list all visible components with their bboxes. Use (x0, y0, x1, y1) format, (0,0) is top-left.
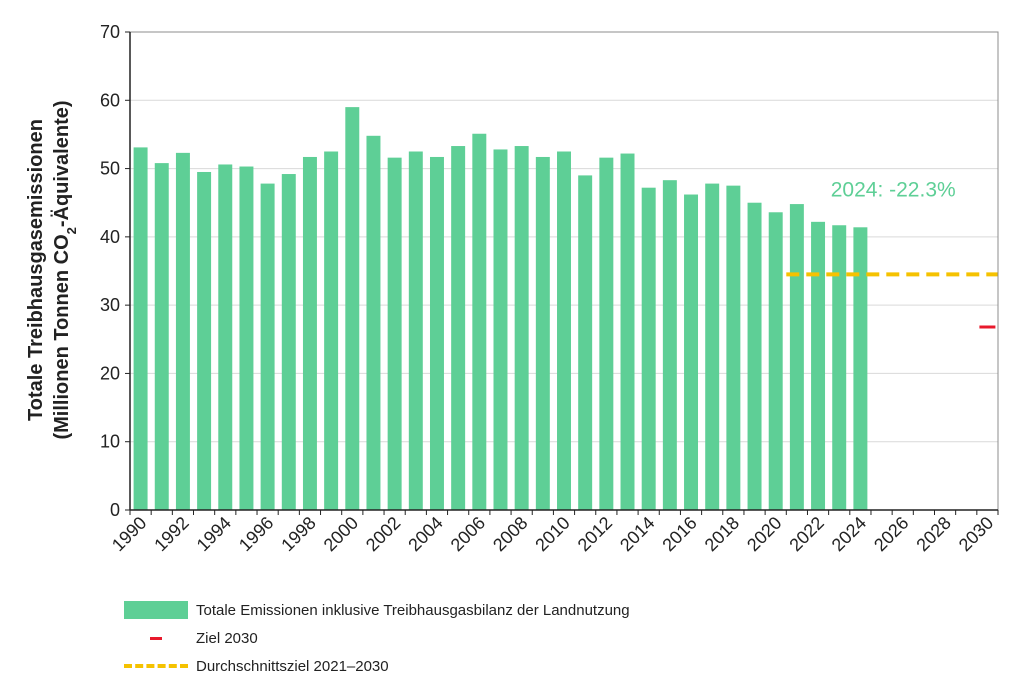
y-tick-label-70: 70 (100, 22, 120, 42)
bar-2009 (535, 156, 550, 510)
y-axis-title-line2: (Millionen Tonnen CO2-Äquivalente) (50, 100, 79, 439)
bar-1995 (239, 166, 254, 510)
x-tick-label-2028: 2028 (912, 513, 954, 555)
bar-1997 (281, 174, 296, 510)
bar-2024 (853, 227, 868, 510)
x-tick-label-2022: 2022 (785, 513, 827, 555)
bar-2001 (366, 135, 381, 510)
bar-1998 (302, 156, 317, 510)
bar-2000 (345, 107, 360, 510)
x-tick-label-2030: 2030 (955, 513, 997, 555)
y-axis-title-sub: 2 (64, 227, 79, 234)
legend-item-average-target: Durchschnittsziel 2021–2030 (122, 652, 630, 680)
bar-2010 (557, 151, 571, 510)
bar-2012 (599, 157, 614, 510)
bar-2020 (768, 212, 783, 510)
legend-swatch-dash (122, 656, 190, 676)
bar-2002 (387, 157, 402, 510)
x-tick-label-2004: 2004 (404, 513, 446, 555)
legend-item-target-2030: Ziel 2030 (122, 624, 630, 652)
x-tick-label-1994: 1994 (193, 513, 235, 555)
y-axis-title-line1: Totale Treibhausgasemissionen (25, 119, 47, 421)
x-tick-label-2002: 2002 (362, 513, 404, 555)
bar-1993 (197, 171, 212, 510)
x-tick-label-2008: 2008 (489, 513, 531, 555)
bar-1996 (260, 183, 275, 510)
bar-2017 (705, 183, 720, 510)
x-tick-label-2006: 2006 (447, 513, 489, 555)
bar-2022 (811, 221, 826, 510)
bar-2013 (620, 153, 635, 510)
x-tick-label-2000: 2000 (320, 513, 362, 555)
x-tick-label-2018: 2018 (701, 513, 743, 555)
bar-1999 (324, 151, 339, 510)
bar-2018 (726, 185, 741, 510)
bar-2011 (578, 175, 593, 510)
y-tick-label-60: 60 (100, 90, 120, 110)
x-tick-label-1992: 1992 (150, 513, 192, 555)
y-tick-label-0: 0 (110, 500, 120, 520)
bar-2014 (641, 187, 656, 511)
bar-1990 (133, 147, 148, 510)
bar-1994 (218, 164, 233, 510)
annotation-2024: 2024: -22.3% (831, 179, 956, 202)
bar-2008 (514, 146, 529, 510)
x-tick-label-2014: 2014 (616, 513, 658, 555)
y-tick-label-10: 10 (100, 432, 120, 452)
legend-label-target-2030: Ziel 2030 (196, 629, 258, 647)
bar-2016 (684, 194, 699, 510)
bar-2003 (408, 151, 423, 510)
legend: Totale Emissionen inklusive Treibhausgas… (122, 596, 630, 680)
x-tick-label-2012: 2012 (574, 513, 616, 555)
x-tick-labels: 1990 1992 1994 1996 1998 2000 2002 2004 2006 2008… (108, 513, 997, 555)
x-tick-label-1998: 1998 (277, 513, 319, 555)
bar-2021 (789, 204, 804, 510)
y-tick-labels: 0 10 20 30 40 50 60 70 (100, 22, 120, 520)
y-tick-label-30: 30 (100, 295, 120, 315)
bar-2019 (747, 202, 762, 510)
bar-1992 (175, 152, 190, 510)
x-tick-label-2020: 2020 (743, 513, 785, 555)
legend-swatch-marker (122, 628, 190, 648)
bar-2006 (472, 133, 487, 510)
x-tick-label-2026: 2026 (870, 513, 912, 555)
bar-1991 (154, 163, 169, 510)
y-tick-label-20: 20 (100, 363, 120, 383)
x-tick-label-1996: 1996 (235, 513, 277, 555)
x-tick-label-2024: 2024 (828, 513, 870, 555)
y-tick-label-50: 50 (100, 159, 120, 179)
bar-2005 (451, 146, 466, 510)
axes (125, 31, 999, 515)
bar-2004 (429, 156, 444, 510)
y-tick-label-40: 40 (100, 227, 120, 247)
y-axis-title-post: -Äquivalente) (50, 100, 73, 227)
bar-2007 (493, 149, 508, 511)
legend-swatch-bar (122, 600, 190, 620)
x-tick-label-2016: 2016 (658, 513, 700, 555)
legend-label-emissions: Totale Emissionen inklusive Treibhausgas… (196, 601, 630, 619)
x-tick-label-2010: 2010 (531, 513, 573, 555)
bar-2015 (662, 180, 677, 510)
legend-item-emissions: Totale Emissionen inklusive Treibhausgas… (122, 596, 630, 624)
target-series (786, 272, 998, 329)
legend-label-average-target: Durchschnittsziel 2021–2030 (196, 657, 389, 675)
y-axis-title-pre: (Millionen Tonnen CO (51, 234, 73, 439)
bar-2023 (832, 225, 847, 510)
bar-series (133, 107, 868, 511)
